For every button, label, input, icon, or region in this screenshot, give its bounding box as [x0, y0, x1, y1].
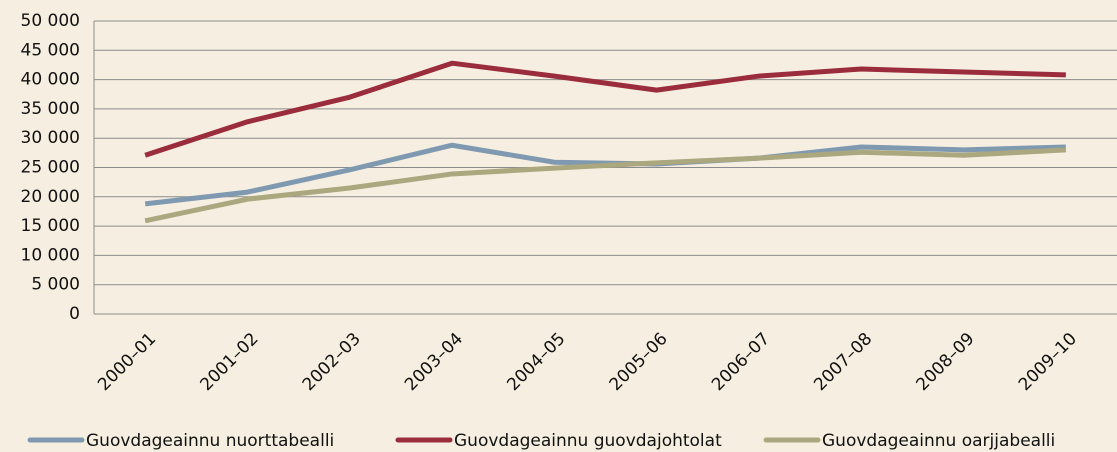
y-tick-label: 30 000 — [21, 128, 80, 148]
y-tick-label: 0 — [69, 304, 80, 324]
series-line — [144, 147, 1066, 224]
y-tick-label: 20 000 — [21, 187, 80, 207]
y-tick-label: 35 000 — [21, 99, 80, 119]
y-tick-label: 25 000 — [21, 158, 80, 178]
y-tick-label: 40 000 — [21, 70, 80, 90]
legend-label: Guovdageainnu oarjjabealli — [822, 431, 1055, 451]
y-tick-label: 10 000 — [21, 245, 80, 265]
series-line — [144, 60, 1066, 158]
y-tick-label: 5 000 — [31, 275, 80, 295]
y-tick-label: 15 000 — [21, 216, 80, 236]
legend-label: Guovdageainnu nuorttabealli — [86, 431, 334, 451]
y-tick-label: 50 000 — [21, 11, 80, 31]
legend-label: Guovdageainnu guovdajohtolat — [454, 431, 722, 451]
y-tick-label: 45 000 — [21, 40, 80, 60]
